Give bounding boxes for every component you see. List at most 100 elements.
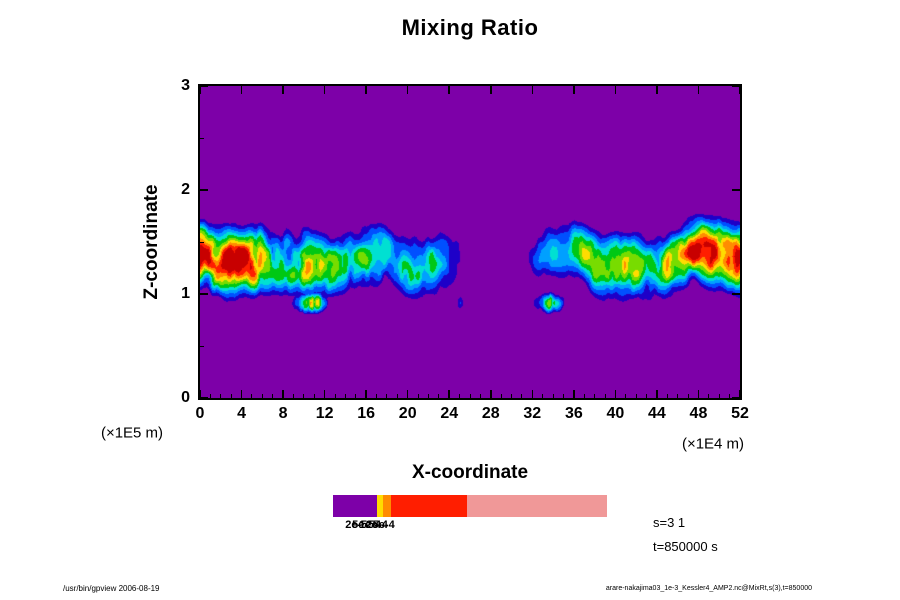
x-major-tick xyxy=(614,390,617,398)
colorbar-tick-label: 5e-5 xyxy=(352,519,375,531)
x-minor-tick xyxy=(292,394,294,398)
x-major-tick xyxy=(365,390,367,398)
chart-title: Mixing Ratio xyxy=(401,15,539,40)
x-minor-tick xyxy=(594,394,596,398)
footer-filename: arare-nakajima03_1e-3_Kessler4_AMP2.nc@M… xyxy=(605,585,812,592)
x-tick-label: 24 xyxy=(440,405,459,422)
y-tick-label: 0 xyxy=(181,389,190,406)
x-tick-label: 20 xyxy=(398,405,417,422)
footer-command: /usr/bin/gpview 2006-08-19 xyxy=(63,584,160,593)
x-minor-tick xyxy=(604,394,606,398)
x-minor-tick xyxy=(583,394,585,398)
x-major-tick xyxy=(656,390,658,398)
x-minor-tick xyxy=(677,394,679,398)
mixing-ratio-field-canvas xyxy=(200,86,740,398)
x-tick-label: 16 xyxy=(357,405,376,422)
y-major-tick xyxy=(200,293,208,295)
x-minor-tick xyxy=(251,394,253,398)
colorbar-segment xyxy=(382,495,392,517)
x-minor-tick xyxy=(552,394,554,398)
x-minor-tick xyxy=(303,394,305,398)
x-minor-tick xyxy=(666,394,668,398)
x-major-tick xyxy=(199,86,201,94)
colorbar-tick-label: 5e-4 xyxy=(372,519,395,531)
y-major-tick xyxy=(732,189,740,191)
x-minor-tick xyxy=(562,394,564,398)
x-major-tick xyxy=(406,390,409,398)
x-minor-tick xyxy=(459,394,461,398)
x-tick-label: 12 xyxy=(315,405,334,422)
x-axis-unit: (×1E4 m) xyxy=(681,435,745,453)
x-major-tick xyxy=(282,390,284,398)
x-major-tick xyxy=(573,86,575,94)
x-minor-tick xyxy=(261,394,263,398)
x-major-tick xyxy=(739,390,741,398)
x-minor-tick xyxy=(438,394,440,398)
x-tick-label: 32 xyxy=(523,405,542,422)
colorbar-tick-label: 2e-4 xyxy=(365,519,388,531)
x-minor-tick xyxy=(396,394,398,398)
x-tick-label: 44 xyxy=(648,405,666,422)
x-minor-tick xyxy=(376,394,378,398)
x-major-tick xyxy=(448,390,450,398)
x-major-tick xyxy=(614,86,617,94)
x-minor-tick xyxy=(344,394,346,398)
y-axis-unit: (×1E5 m) xyxy=(100,424,164,442)
y-major-tick xyxy=(200,85,208,87)
y-major-tick xyxy=(732,85,740,87)
x-tick-label: 52 xyxy=(731,405,749,422)
y-minor-tick xyxy=(200,345,204,347)
y-minor-tick xyxy=(200,137,204,139)
y-major-tick xyxy=(200,189,208,191)
x-minor-tick xyxy=(209,394,211,398)
y-tick-label: 1 xyxy=(181,285,190,302)
x-minor-tick xyxy=(313,394,315,398)
x-minor-tick xyxy=(542,394,544,398)
colorbar-segment xyxy=(391,495,468,517)
y-axis-title: Z-coordinate xyxy=(141,184,162,300)
x-minor-tick xyxy=(511,394,513,398)
x-minor-tick xyxy=(355,394,357,398)
x-minor-tick xyxy=(417,394,419,398)
x-minor-tick xyxy=(687,394,689,398)
colorbar-segment xyxy=(467,495,607,517)
x-minor-tick xyxy=(635,394,637,398)
y-tick-label: 3 xyxy=(181,77,190,94)
x-minor-tick xyxy=(386,394,388,398)
x-tick-label: 0 xyxy=(195,405,205,422)
x-tick-label: 36 xyxy=(564,405,583,422)
y-minor-tick xyxy=(200,241,204,243)
x-major-tick xyxy=(697,390,700,398)
colorbar-tick-label: 1e-4 xyxy=(358,519,381,531)
annotation-s-index: s=3 1 xyxy=(653,515,686,530)
x-minor-tick xyxy=(334,394,336,398)
colorbar-segment xyxy=(333,495,377,517)
y-major-tick xyxy=(732,293,740,295)
x-tick-label: 4 xyxy=(237,405,246,422)
x-major-tick xyxy=(199,390,201,398)
x-major-tick xyxy=(365,86,367,94)
x-major-tick xyxy=(739,86,741,94)
x-major-tick xyxy=(406,86,409,94)
annotation-time: t=850000 s xyxy=(653,539,718,554)
y-tick-label: 2 xyxy=(181,181,190,198)
x-minor-tick xyxy=(427,394,429,398)
x-major-tick xyxy=(697,86,700,94)
x-minor-tick xyxy=(230,394,232,398)
x-major-tick xyxy=(531,390,534,398)
x-major-tick xyxy=(490,86,492,94)
x-major-tick xyxy=(490,390,492,398)
x-major-tick xyxy=(573,390,575,398)
x-minor-tick xyxy=(469,394,471,398)
x-major-tick xyxy=(448,86,450,94)
colorbar-tick-label: 2e-5 xyxy=(345,519,368,531)
colorbar xyxy=(333,495,607,517)
x-minor-tick xyxy=(479,394,481,398)
x-minor-tick xyxy=(718,394,720,398)
x-major-tick xyxy=(323,86,326,94)
x-axis-title: X-coordinate xyxy=(411,462,529,483)
x-minor-tick xyxy=(625,394,627,398)
y-major-tick xyxy=(732,397,740,399)
x-tick-label: 48 xyxy=(689,405,708,422)
